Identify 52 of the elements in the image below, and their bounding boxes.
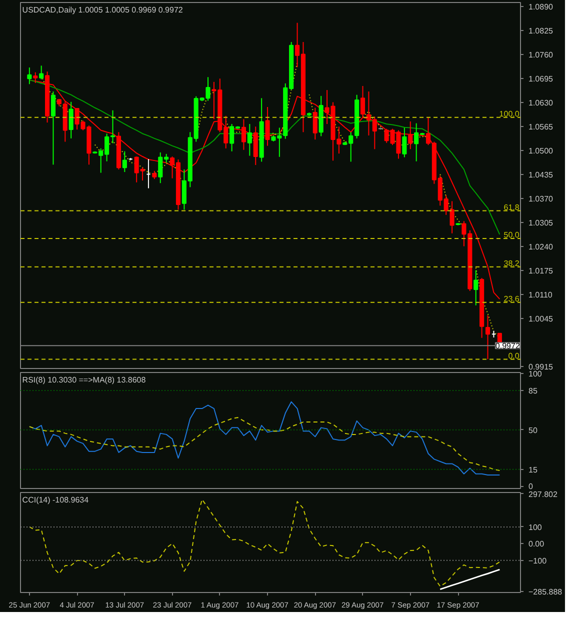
y-tick-label: 1.0825 — [528, 26, 554, 36]
candlestick — [312, 107, 318, 140]
chart-title: RSI(8) 10.3030 ==>MA(8) 13.8608 — [22, 376, 146, 384]
annotation: 23.6 — [504, 294, 520, 304]
annotation: 38.2 — [504, 258, 520, 268]
y-tick-label: 50 — [528, 426, 538, 435]
y-tick-label: −100 — [528, 556, 548, 566]
candlestick — [408, 120, 413, 150]
y-tick-label: 1.0110 — [528, 290, 553, 300]
y-tick-label: 100 — [528, 522, 542, 532]
y-tick-label: 1.0630 — [528, 98, 554, 108]
candlestick — [68, 101, 74, 139]
y-tick-label: 1.0565 — [528, 122, 554, 132]
y-tick-label: 1.0760 — [528, 50, 554, 60]
y-tick-label: 1.0305 — [528, 218, 554, 228]
chart-title: CCI(14) -108.9634 — [22, 496, 90, 504]
candlestick — [360, 85, 366, 119]
candlestick — [474, 270, 478, 306]
y-tick-label: 1.0435 — [528, 170, 554, 180]
candlestick — [247, 124, 252, 156]
y-tick-label: 297.802 — [528, 490, 558, 499]
ref-line-label: 0.9972 — [495, 342, 520, 351]
candlestick — [241, 118, 246, 150]
line-series — [439, 568, 500, 590]
candlestick — [402, 127, 407, 158]
y-tick-label: 0 — [528, 482, 534, 492]
candlestick — [265, 106, 270, 146]
y-tick-label: 1.0045 — [528, 314, 554, 324]
candlestick — [122, 150, 127, 173]
candlestick — [27, 67, 32, 85]
y-tick-label: 0.9915 — [528, 362, 554, 372]
annotation: 50.0 — [504, 230, 520, 240]
chart-title: USDCAD,Daily 1.0005 1.0005 0.9969 0.9972 — [22, 6, 184, 14]
y-tick-label: 1.0370 — [528, 194, 554, 204]
y-tick-label: 1.0695 — [528, 74, 554, 84]
y-tick-label: 15 — [528, 465, 538, 474]
annotation: 0.0 — [508, 351, 520, 360]
candlestick — [50, 91, 56, 166]
candlestick — [39, 65, 44, 80]
y-tick-label: 85 — [528, 386, 538, 396]
y-tick-label: 1.0175 — [528, 266, 554, 276]
annotation: 100.0 — [499, 109, 520, 118]
y-tick-label: 1.0890 — [528, 2, 554, 12]
y-tick-label: −285.888 — [528, 587, 563, 596]
y-tick-label: 1.0500 — [528, 146, 554, 156]
y-tick-label: 1.0240 — [528, 242, 554, 252]
y-tick-label: 0.00 — [528, 540, 545, 549]
annotation: 61.8 — [504, 202, 520, 212]
candlestick — [485, 314, 490, 360]
line-series — [28, 417, 500, 471]
candlestick — [253, 126, 258, 166]
y-tick-label: 100 — [528, 370, 542, 379]
